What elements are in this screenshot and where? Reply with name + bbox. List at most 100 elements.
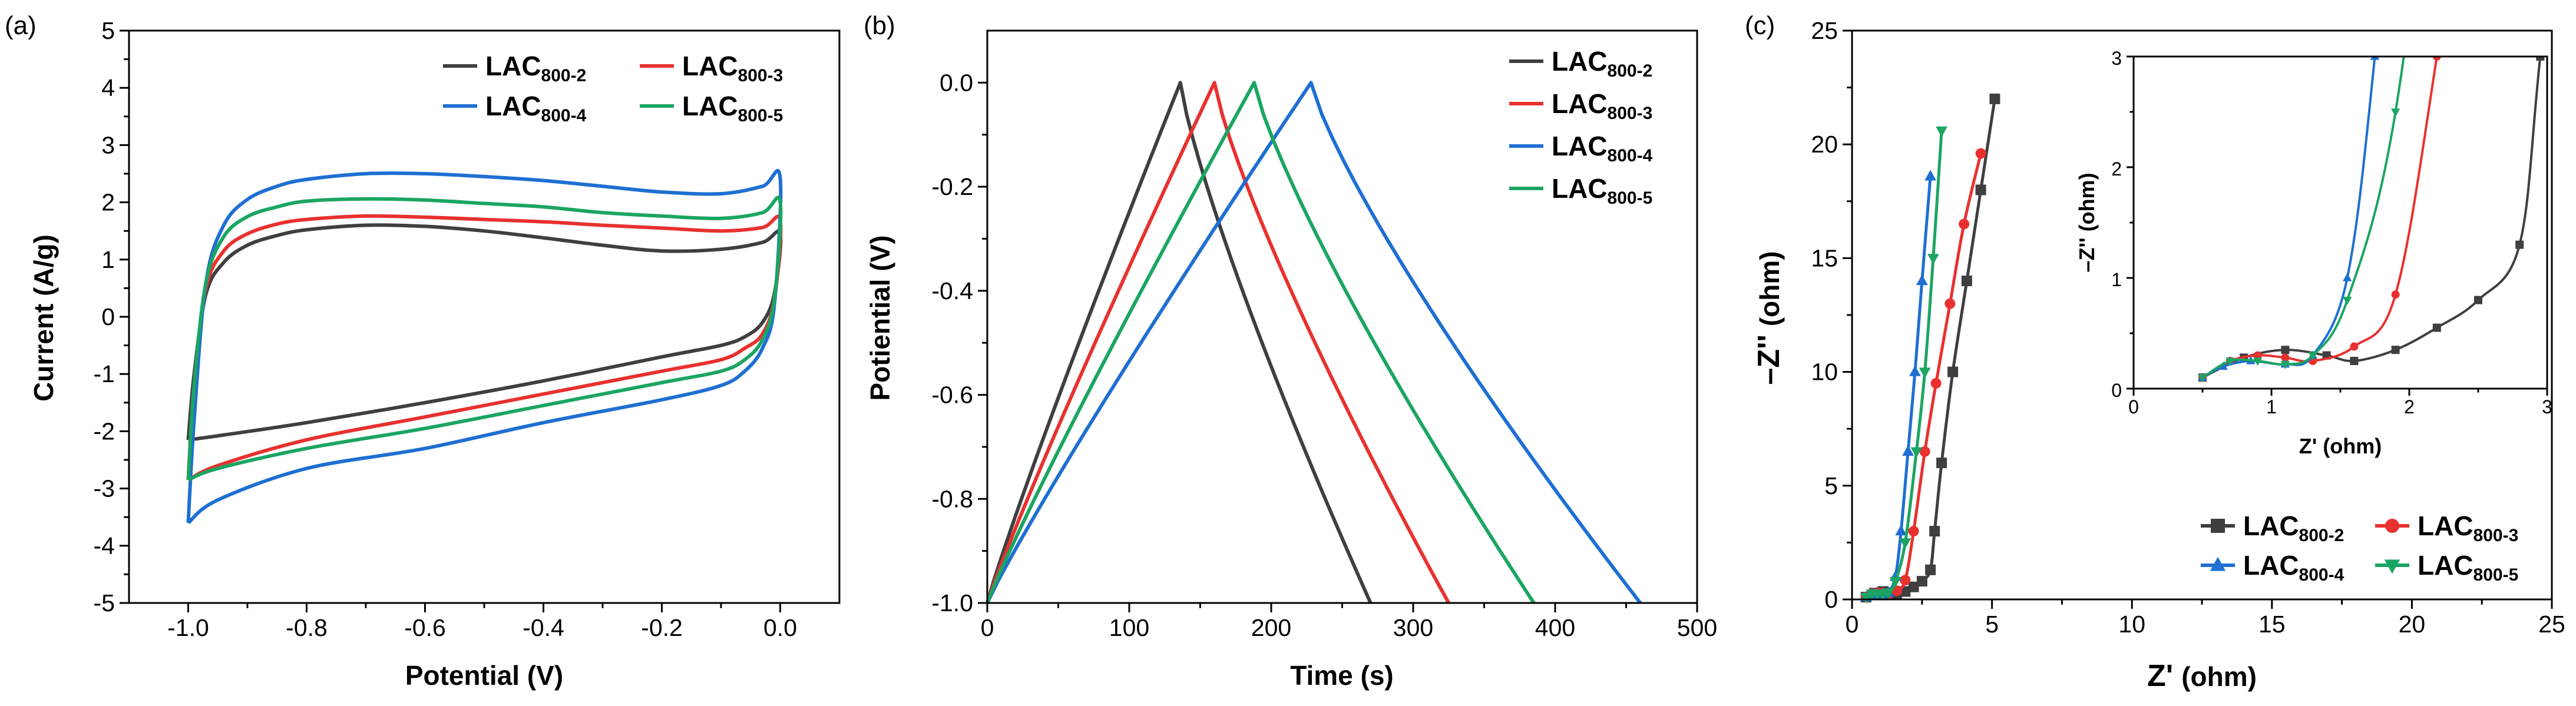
inset-series-800-2-point: [2432, 323, 2441, 332]
panel-b-y-tick-label: -0.4: [931, 277, 973, 304]
inset-series-800-4-point: [2343, 273, 2352, 281]
panel-c-series-800-4-point: [1924, 170, 1936, 181]
inset-series-800-5-point: [2253, 357, 2263, 366]
panel-c-plot-frame: [1851, 29, 2553, 601]
panel-b-series-800-5-line: [986, 81, 1536, 604]
panel-c-series-800-4-point: [1916, 274, 1928, 286]
panel-b-legend-label: LAC800-4: [1552, 131, 1653, 165]
inset-series-800-4-point: [2218, 362, 2228, 370]
inset-y-tick-label: 0: [2111, 380, 2122, 401]
panel-c-y-tick-label: 10: [1811, 359, 1838, 386]
inset-x-tick-label: 1: [2266, 396, 2277, 417]
panel-c-series-800-3-point: [1892, 585, 1903, 596]
panel-c-series-800-5-point: [1860, 592, 1872, 604]
panel-b-y-tick-label: -0.6: [931, 382, 973, 409]
panel-b-x-tick-label: 300: [1393, 614, 1433, 641]
inset-plot-frame: [2132, 55, 2548, 390]
inset-y-tick-label: 2: [2111, 158, 2122, 180]
panel-a-x-tick-label: -0.4: [523, 614, 564, 641]
panel-b-legend: LAC800-2 LAC800-3 LAC800-4 LAC800-5: [1509, 46, 1653, 208]
panel-a-series-800-5-line: [186, 195, 783, 482]
panel-c-y-tick-label: 5: [1824, 472, 1838, 499]
inset-series-800-5: [2198, 57, 2405, 383]
inset-series-800-2-point: [2474, 296, 2482, 304]
panel-c-series-800-5-point: [1889, 576, 1902, 588]
panel-c-series-800-2-point: [1947, 366, 1959, 377]
panel-b-legend-label: LAC800-2: [1552, 46, 1652, 81]
panel-c-series-800-2-point: [1989, 93, 2000, 104]
panel-b-legend-label: LAC800-5: [1552, 173, 1652, 208]
inset-series-800-5-point: [2308, 352, 2317, 360]
panel-c-series-800-4-point: [1902, 445, 1914, 456]
panel-c-series-800-3-point: [1900, 575, 1911, 586]
panel-c-series-800-5-point: [1899, 538, 1912, 549]
inset-series-800-5-point: [2226, 357, 2235, 366]
panel-a-x-tick-label: -0.6: [404, 614, 446, 641]
panel-a-y-tick-label: 2: [101, 189, 115, 216]
inset-series-800-3-point: [2253, 351, 2262, 360]
inset-x-tick-label: 2: [2404, 396, 2415, 417]
panel-c-legend-label: LAC800-5: [2418, 550, 2518, 585]
panel-c-series-800-2-point: [1936, 458, 1947, 469]
panel-c-series-800-3-point: [1959, 218, 1970, 230]
panel-a-series-800-2-line: [186, 223, 783, 442]
panel-c-series-800-4-point: [1895, 525, 1907, 536]
inset-y-tick-label: 3: [2111, 48, 2122, 69]
panel-a-plot-frame: [128, 29, 841, 604]
panel-c-y-tick-label: 25: [1811, 17, 1838, 44]
panel-a-series-800-4-line: [186, 169, 783, 525]
inset-series-800-5-point: [2390, 108, 2400, 117]
inset-series-800-3-point: [2350, 342, 2359, 351]
inset-series-800-2-point: [2515, 240, 2524, 249]
panel-c-series-800-5-point: [1910, 447, 1923, 458]
panel-c-y-tick-label: 15: [1811, 244, 1838, 271]
panel-c-legend-marker: [2210, 556, 2226, 571]
panel-a-y-axis-label: Current (A/g): [28, 234, 59, 402]
panel-c-x-tick-label: 25: [2538, 611, 2565, 638]
panel-a-label: (a): [5, 11, 37, 40]
panel-a-x-tick-label: 0.0: [763, 614, 797, 641]
panel-b-legend-label: LAC800-3: [1552, 88, 1652, 123]
inset-series-800-2-point: [2536, 57, 2545, 61]
inset-x-axis-label: Z' (ohm): [2299, 434, 2382, 458]
panel-a-y-tick-label: -5: [94, 589, 115, 616]
panel-c-legend-marker: [2385, 519, 2399, 533]
panel-c-legend-marker: [2384, 559, 2400, 574]
panel-c-legend-label: LAC800-2: [2243, 511, 2344, 545]
panel-a-x-tick-label: -1.0: [167, 614, 209, 641]
panel-b-x-tick-label: 0: [981, 614, 994, 641]
panel-c-inset: 0 1 2 3 0 1 2 3 Z' (ohm) –Z''(ohm): [2075, 48, 2552, 458]
panel-c-series-800-2-point: [1908, 581, 1919, 592]
panel-b-label: (b): [864, 11, 895, 40]
panel-c-series-800-3-point: [1908, 526, 1919, 537]
inset-y-tick-label: 1: [2111, 269, 2122, 290]
inset-series-800-2-point: [2391, 346, 2400, 354]
panel-b-y-axis-label: Potiential (V): [865, 235, 895, 400]
inset-series-800-2-point: [2281, 346, 2290, 354]
panel-a-x-axis-label: Potential (V): [405, 660, 563, 691]
panel-a-y-tick-label: 0: [101, 303, 115, 330]
panel-a-y-tick-label: -3: [94, 475, 115, 502]
panel-c-series-800-3-point: [1919, 446, 1930, 457]
panel-c-x-tick-label: 10: [2118, 611, 2145, 638]
panel-c-series-800-2-point: [1929, 526, 1940, 537]
inset-series-800-3-point: [2281, 353, 2290, 362]
panel-c-y-tick-label: 20: [1811, 131, 1838, 158]
panel-b-series-800-3-line: [986, 81, 1450, 604]
inset-series-800-5-point: [2280, 361, 2290, 370]
panel-c-x-tick-label: 0: [1846, 611, 1859, 638]
panel-b-x-axis-label: Time (s): [1290, 660, 1394, 691]
inset-x-tick-label: 0: [2128, 396, 2139, 417]
panel-b-series-800-4-line: [986, 81, 1642, 604]
inset-series-800-3-point: [2391, 290, 2400, 299]
panel-c-x-tick-label: 15: [2258, 611, 2286, 638]
panel-a-y-tick-label: 3: [101, 131, 115, 158]
panel-c-x-axis-label: Z' (ohm): [2147, 659, 2257, 693]
inset-y-axis-label: –Z''(ohm): [2075, 173, 2099, 272]
panel-c-label: (c): [1745, 11, 1775, 40]
panel-a-legend-label: LAC800-4: [485, 91, 587, 125]
panel-b-x-tick-label: 100: [1109, 614, 1149, 641]
panel-c-series-800-2-point: [1975, 184, 1986, 195]
panel-b-y-tick-label: -0.8: [931, 485, 973, 512]
